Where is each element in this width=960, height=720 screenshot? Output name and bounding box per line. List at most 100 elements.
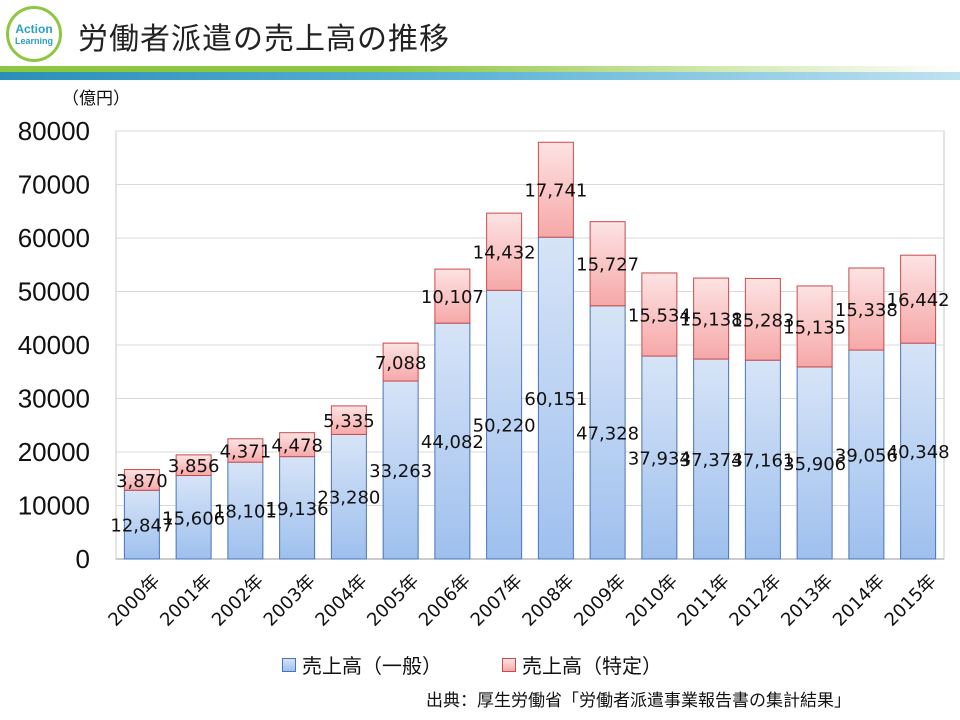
- bar-segment-specific: [693, 277, 730, 360]
- x-tick-label: 2012年: [725, 571, 785, 631]
- legend-swatch-general: [282, 657, 296, 672]
- data-label-specific: 15,283: [731, 310, 794, 331]
- data-label-general: 23,280: [317, 488, 380, 509]
- x-tick-label: 2005年: [363, 571, 423, 631]
- x-tick-label: 2014年: [829, 571, 889, 631]
- data-label-general: 40,348: [887, 442, 950, 463]
- bar-segment-specific: [486, 212, 523, 291]
- legend-item-specific: 売上高（特定）: [502, 650, 662, 679]
- bar-segment-general: [227, 461, 264, 560]
- bar-segment-general: [589, 305, 626, 560]
- bar-segment-general: [279, 456, 316, 560]
- chart-legend: 売上高（一般） 売上高（特定）: [282, 650, 662, 679]
- bar-segment-general: [123, 489, 160, 560]
- bar-segment-general: [330, 433, 367, 560]
- y-tick-label: 0: [76, 544, 90, 574]
- data-label-specific: 15,138: [680, 310, 743, 331]
- bar-segment-specific: [123, 469, 160, 491]
- y-tick-label: 80000: [18, 116, 90, 146]
- data-label-specific: 16,442: [887, 290, 950, 311]
- bar-segment-specific: [227, 438, 264, 463]
- data-label-general: 47,328: [576, 423, 639, 444]
- bar-segment-general: [848, 349, 885, 560]
- bar-segment-general: [486, 289, 523, 560]
- x-tick-label: 2000年: [104, 571, 164, 631]
- data-label-general: 44,082: [421, 432, 484, 453]
- data-label-general: 37,934: [628, 449, 691, 470]
- action-learning-logo: Action Learning: [6, 6, 62, 62]
- bar-segment-general: [693, 358, 730, 560]
- header-divider-green: [0, 66, 960, 72]
- bar-segment-general: [796, 366, 833, 560]
- data-label-specific: 14,432: [473, 243, 536, 264]
- bar-segment-specific: [641, 272, 678, 357]
- x-tick-label: 2011年: [674, 571, 734, 631]
- x-tick-label: 2004年: [311, 571, 371, 631]
- y-tick-label: 70000: [18, 170, 90, 200]
- x-tick-label: 2008年: [518, 571, 578, 631]
- data-label-specific: 3,856: [168, 456, 220, 477]
- bar-segment-specific: [330, 405, 367, 435]
- header-divider-blue: [0, 72, 960, 80]
- data-label-general: 19,136: [266, 499, 329, 520]
- y-tick-label: 50000: [18, 277, 90, 307]
- bar-segment-specific: [796, 285, 833, 368]
- x-tick-label: 2015年: [881, 571, 941, 631]
- bar-segment-general: [537, 236, 574, 560]
- data-label-specific: 17,741: [524, 181, 587, 202]
- data-label-specific: 7,088: [375, 353, 427, 374]
- data-label-specific: 15,338: [835, 300, 898, 321]
- x-tick-label: 2007年: [467, 571, 527, 631]
- data-label-general: 33,263: [369, 461, 432, 482]
- y-axis-unit-label: （億円）: [62, 89, 130, 109]
- data-label-general: 35,906: [783, 454, 846, 475]
- bar-segment-general: [175, 475, 212, 560]
- bar-segment-general: [382, 380, 419, 560]
- y-tick-label: 10000: [18, 491, 90, 521]
- legend-label-general: 売上高（一般）: [302, 654, 442, 678]
- data-label-general: 37,161: [731, 451, 794, 472]
- x-tick-label: 2006年: [415, 571, 475, 631]
- legend-swatch-specific: [502, 657, 516, 672]
- legend-item-general: 売上高（一般）: [282, 650, 442, 679]
- x-tick-label: 2013年: [777, 571, 837, 631]
- y-tick-label: 60000: [18, 223, 90, 253]
- logo-text-line1: Action: [15, 21, 53, 36]
- data-label-specific: 10,107: [421, 287, 484, 308]
- bar-segment-specific: [175, 454, 212, 477]
- bar-segment-general: [641, 355, 678, 560]
- y-tick-label: 30000: [18, 384, 90, 414]
- data-label-specific: 4,478: [271, 436, 323, 457]
- bar-segment-specific: [279, 432, 316, 458]
- bar-segment-specific: [589, 221, 626, 307]
- data-label-specific: 15,135: [783, 317, 846, 338]
- x-tick-label: 2010年: [622, 571, 682, 631]
- data-label-specific: 15,727: [576, 255, 639, 276]
- bar-segment-specific: [434, 268, 471, 324]
- x-tick-label: 2009年: [570, 571, 630, 631]
- data-label-specific: 5,335: [323, 411, 375, 432]
- bar-segment-specific: [848, 267, 885, 351]
- bar-segment-general: [744, 359, 781, 560]
- data-label-general: 18,101: [214, 502, 277, 523]
- data-label-general: 37,374: [680, 450, 743, 471]
- x-tick-label: 2002年: [208, 571, 268, 631]
- bar-segment-specific: [382, 342, 419, 382]
- data-label-specific: 4,371: [220, 441, 272, 462]
- y-tick-label: 40000: [18, 330, 90, 360]
- x-tick-label: 2001年: [156, 571, 216, 631]
- data-label-general: 50,220: [473, 416, 536, 437]
- data-label-general: 15,606: [162, 508, 225, 529]
- page-title: 労働者派遣の売上高の推移: [78, 22, 450, 57]
- bar-segment-specific: [744, 277, 781, 361]
- data-label-general: 39,056: [835, 446, 898, 467]
- data-label-specific: 3,870: [116, 471, 168, 492]
- bar-segment-specific: [900, 254, 937, 344]
- legend-label-specific: 売上高（特定）: [522, 654, 662, 678]
- bar-segment-specific: [537, 141, 574, 238]
- data-label-general: 60,151: [524, 389, 587, 410]
- data-label-specific: 15,534: [628, 305, 691, 326]
- data-label-general: 12,847: [110, 516, 173, 537]
- x-tick-label: 2003年: [260, 571, 320, 631]
